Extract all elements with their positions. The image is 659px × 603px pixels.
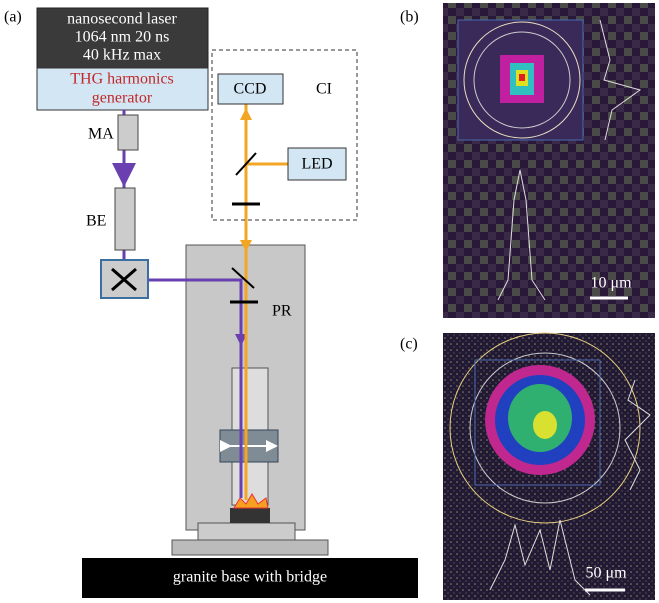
- figure: (a) granite base with bridge nanosecond …: [0, 0, 659, 603]
- sample: [230, 508, 270, 523]
- panel-label: (a): [4, 9, 22, 26]
- spot: [533, 411, 557, 439]
- spot: [519, 74, 525, 81]
- base-label: granite base with bridge: [173, 569, 327, 586]
- panel-label: (c): [400, 336, 418, 353]
- ccd-label: CCD: [234, 81, 267, 98]
- laser-text: nanosecond laser: [67, 11, 177, 28]
- scale-label: 50 μm: [585, 565, 627, 582]
- laser-text: 40 kHz max: [83, 47, 161, 64]
- laser-text: 1064 nm 20 ns: [75, 29, 170, 46]
- ci-label: CI: [316, 81, 332, 98]
- beam-arrow: [240, 108, 252, 120]
- pr-label: PR: [272, 303, 292, 320]
- ma-box: [118, 115, 138, 150]
- scale-label: 10 μm: [590, 275, 632, 292]
- stage: [198, 523, 295, 540]
- panel-label: (b): [400, 9, 419, 26]
- be-label: BE: [86, 213, 106, 230]
- be-box: [115, 188, 135, 250]
- led-label: LED: [301, 156, 332, 173]
- ma-label: MA: [88, 126, 114, 143]
- harmonics-text: generator: [92, 90, 153, 107]
- stage-base: [172, 540, 328, 555]
- harmonics-text: THG harmonics: [70, 71, 174, 88]
